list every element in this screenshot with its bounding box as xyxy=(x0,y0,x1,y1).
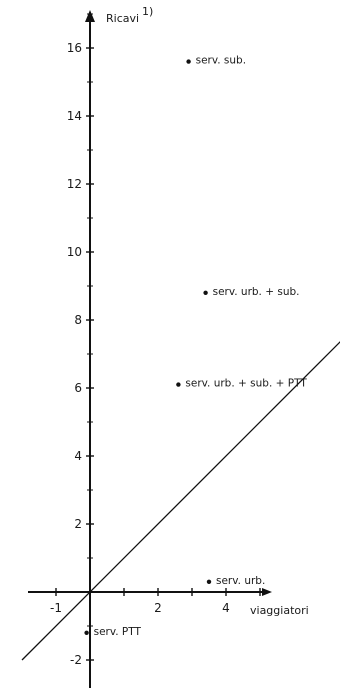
y-tick-label: 16 xyxy=(67,41,82,55)
y-axis-label-superscript: 1) xyxy=(142,5,153,18)
y-axis-arrow xyxy=(85,10,95,22)
axes xyxy=(28,10,272,688)
y-tick-label: 4 xyxy=(74,449,82,463)
y-tick-label: -2 xyxy=(70,653,82,667)
data-points: serv. sub. serv. urb. + sub. serv. urb. + … xyxy=(84,55,307,638)
data-point-label: serv. urb. xyxy=(216,575,265,587)
y-tick-label: 8 xyxy=(74,313,82,327)
y-tick-label: 2 xyxy=(74,517,82,531)
data-point xyxy=(206,579,212,584)
reference-line xyxy=(21,341,340,661)
x-tick-label: -1 xyxy=(50,601,62,615)
y-tick-label: 10 xyxy=(67,245,82,259)
ticks: -2 2 4 6 8 10 12 14 16 -1 2 4 xyxy=(50,13,261,667)
y-axis-label: Ricavi xyxy=(106,12,139,25)
y-tick-label: 12 xyxy=(67,177,82,191)
y-tick-label: 14 xyxy=(67,109,82,123)
x-axis-arrow xyxy=(262,588,272,596)
data-point-label: serv. PTT xyxy=(94,626,142,638)
data-point xyxy=(84,630,89,635)
data-point-label: serv. urb. + sub. + PTT xyxy=(185,378,307,390)
data-point-label: serv. urb. + sub. xyxy=(213,286,300,298)
data-point xyxy=(203,290,208,295)
data-point xyxy=(176,382,181,387)
data-point-label: serv. sub. xyxy=(196,55,246,67)
x-tick-label: 4 xyxy=(222,601,230,615)
x-tick-label: 2 xyxy=(154,601,162,615)
y-tick-label: 6 xyxy=(74,381,82,395)
data-point xyxy=(186,59,191,64)
x-axis-label: viaggiatori xyxy=(250,604,309,617)
